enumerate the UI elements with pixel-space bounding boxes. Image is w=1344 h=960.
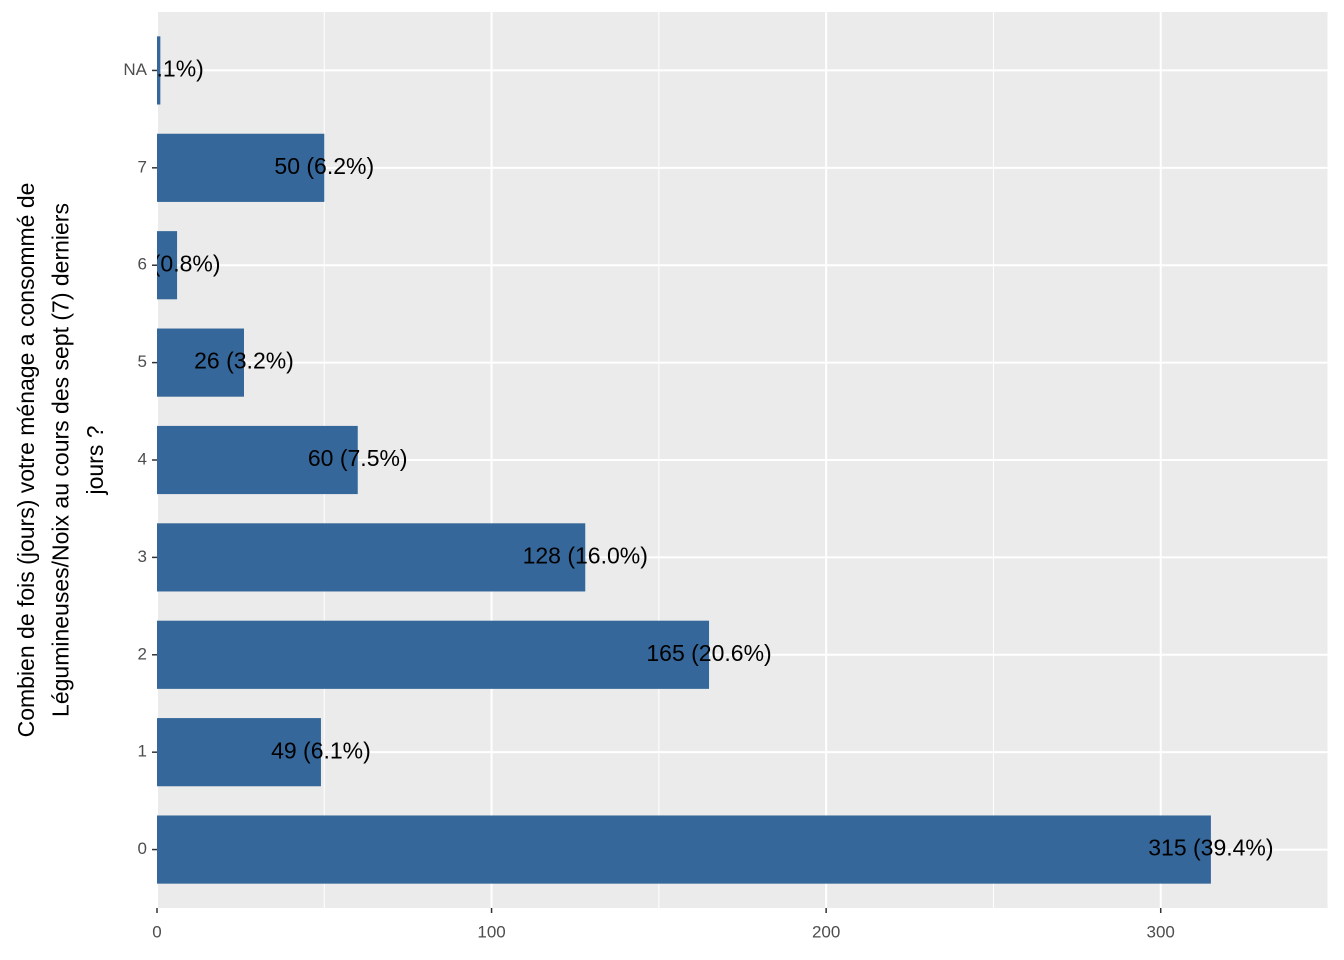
bar [157, 328, 244, 397]
y-tick-label: 2 [138, 644, 147, 663]
value-labels: 315 (39.4%) 49 (6.1%) 165 (20.6%) 128 (16.0… [117, 56, 1274, 861]
bar [157, 133, 325, 202]
y-axis-title: jours ? [82, 425, 108, 495]
bars [157, 36, 1211, 884]
x-tick-label: 100 [477, 922, 505, 941]
value-label: 315 (39.4%) [1148, 835, 1273, 861]
y-tick-label: 4 [138, 449, 147, 468]
y-tick-label: 7 [138, 157, 147, 176]
x-tick-label: 0 [152, 922, 161, 941]
value-label: 50 (6.2%) [274, 153, 374, 179]
bar [157, 718, 321, 787]
y-tick-label: 0 [138, 839, 147, 858]
y-tick-label: 1 [138, 742, 147, 761]
bar [157, 815, 1211, 884]
y-axis-title: Combien de fois (jours) votre ménage a c… [13, 183, 39, 738]
y-axis-title: Légumineuses/Noix au cours des sept (7) … [48, 203, 74, 717]
bar [157, 523, 586, 592]
y-tick-label: 6 [138, 255, 147, 274]
axes: 0 100 200 300 0 1 2 3 4 5 6 7 NA [123, 60, 1175, 942]
value-label: 6 (0.8%) [134, 250, 221, 276]
x-tick-label: 200 [812, 922, 840, 941]
value-label: 1 (0.1%) [117, 56, 204, 82]
bar [157, 36, 161, 105]
value-label: 60 (7.5%) [308, 445, 408, 471]
bar [157, 425, 358, 495]
value-label: 128 (16.0%) [523, 542, 648, 568]
y-tick-label: 5 [138, 352, 147, 371]
y-tick-label: 3 [138, 547, 147, 566]
value-label: 49 (6.1%) [271, 737, 371, 763]
value-label: 26 (3.2%) [194, 348, 294, 374]
bar [157, 231, 178, 300]
y-tick-label: NA [123, 60, 147, 79]
bar [157, 620, 710, 689]
value-label: 165 (20.6%) [646, 640, 771, 666]
x-tick-label: 300 [1147, 922, 1175, 941]
